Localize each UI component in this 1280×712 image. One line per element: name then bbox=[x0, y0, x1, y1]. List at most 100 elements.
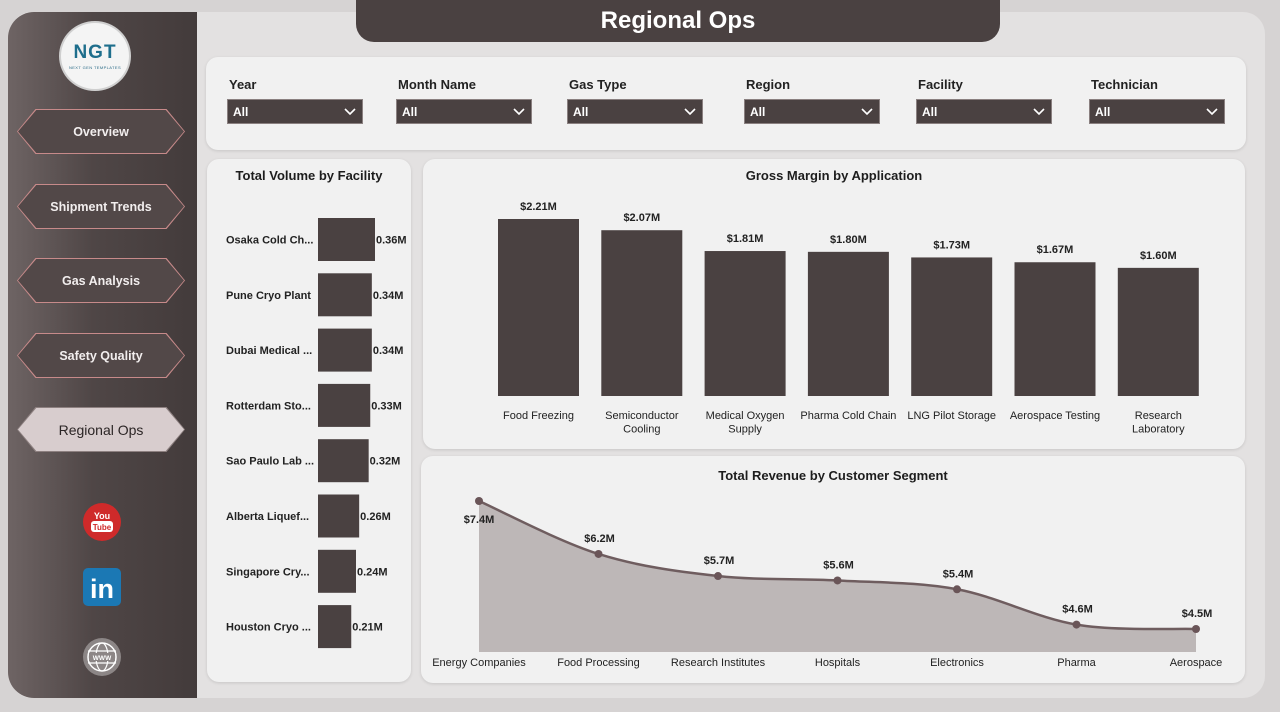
segment-label: Food Processing bbox=[557, 657, 640, 669]
year-dropdown[interactable]: All bbox=[227, 99, 363, 124]
facility-label: Rotterdam Sto... bbox=[226, 400, 311, 412]
facility-value-label: 0.33M bbox=[371, 400, 402, 412]
facility-bar[interactable] bbox=[318, 494, 360, 538]
facility-label: Pune Cryo Plant bbox=[226, 290, 311, 302]
region-dropdown[interactable]: All bbox=[744, 99, 880, 124]
volume-by-facility-card: Total Volume by Facility Osaka Cold Ch..… bbox=[207, 159, 411, 682]
chart-title: Total Volume by Facility bbox=[235, 168, 383, 183]
facility-bar[interactable] bbox=[318, 549, 356, 593]
application-value-label: $2.07M bbox=[623, 212, 660, 224]
segment-label: Energy Companies bbox=[432, 657, 526, 669]
nav-gas-analysis-button[interactable]: Gas Analysis bbox=[17, 258, 185, 303]
application-value-label: $1.67M bbox=[1037, 244, 1074, 256]
filter-label: Year bbox=[229, 77, 257, 92]
ngt-logo[interactable]: NGT NEXT GEN TEMPLATES bbox=[59, 21, 131, 91]
facility-bar[interactable] bbox=[318, 383, 371, 427]
volume-by-facility-chart: Osaka Cold Ch... 0.36M Pune Cryo Plant 0.34… bbox=[226, 218, 407, 649]
facility-bar[interactable] bbox=[318, 328, 372, 372]
segment-label: Electronics bbox=[930, 657, 984, 669]
application-value-label: $2.21M bbox=[520, 201, 557, 213]
revenue-value-label: $4.5M bbox=[1182, 608, 1213, 620]
revenue-point[interactable] bbox=[953, 585, 961, 594]
revenue-point[interactable] bbox=[833, 576, 842, 585]
application-bar[interactable] bbox=[498, 219, 579, 396]
nav-regional-ops-button[interactable]: Regional Ops bbox=[17, 407, 185, 452]
revenue-area bbox=[479, 501, 1196, 652]
facility-label: Dubai Medical ... bbox=[226, 345, 312, 357]
dropdown-value: All bbox=[402, 105, 418, 119]
revenue-point[interactable] bbox=[475, 497, 483, 505]
nav-label: Shipment Trends bbox=[50, 199, 152, 214]
application-value-label: $1.81M bbox=[727, 233, 764, 245]
facility-label: Alberta Liquef... bbox=[226, 511, 309, 523]
page-title: Regional Ops bbox=[356, 0, 1000, 42]
nav-shipment-trends-button[interactable]: Shipment Trends bbox=[17, 184, 185, 229]
application-category-label: Research Laboratory bbox=[1132, 410, 1185, 436]
application-value-label: $1.80M bbox=[830, 234, 867, 246]
segment-label: Pharma bbox=[1057, 657, 1096, 669]
youtube-icon-text: You bbox=[94, 511, 110, 521]
gross-margin-card: Gross Margin by Application $2.21M Food F… bbox=[423, 159, 1245, 449]
youtube-icon[interactable]: You Tube bbox=[82, 502, 122, 542]
application-bar[interactable] bbox=[601, 230, 683, 396]
revenue-value-label: $5.7M bbox=[704, 555, 735, 567]
nav-safety-quality-button[interactable]: Safety Quality bbox=[17, 333, 185, 378]
facility-dropdown[interactable]: All bbox=[916, 99, 1052, 124]
dropdown-value: All bbox=[1095, 105, 1111, 119]
segment-label: Aerospace bbox=[1170, 657, 1223, 669]
segment-label: Hospitals bbox=[815, 657, 861, 669]
facility-label: Sao Paulo Lab ... bbox=[226, 456, 314, 468]
facility-value-label: 0.34M bbox=[373, 345, 404, 357]
application-bar[interactable] bbox=[911, 257, 993, 396]
segment-label: Research Institutes bbox=[671, 657, 766, 669]
application-bar[interactable] bbox=[807, 251, 889, 396]
technician-dropdown[interactable]: All bbox=[1089, 99, 1225, 124]
filter-label: Month Name bbox=[398, 77, 476, 92]
revenue-point[interactable] bbox=[1192, 625, 1200, 633]
nav-label: Regional Ops bbox=[58, 421, 144, 438]
application-bar[interactable] bbox=[704, 251, 786, 396]
dropdown-value: All bbox=[922, 105, 938, 119]
facility-bar[interactable] bbox=[318, 605, 352, 649]
chevron-down-icon bbox=[1033, 108, 1045, 116]
chevron-down-icon bbox=[1206, 108, 1218, 116]
linkedin-icon-text: in bbox=[90, 574, 114, 604]
revenue-point[interactable] bbox=[1072, 620, 1081, 629]
application-category-label: LNG Pilot Storage bbox=[907, 410, 996, 422]
dropdown-value: All bbox=[233, 105, 249, 119]
gross-margin-chart: $2.21M Food Freezing $2.07M Semiconductor Co… bbox=[498, 201, 1199, 436]
filter-label: Technician bbox=[1091, 77, 1158, 92]
filter-label: Region bbox=[746, 77, 791, 92]
revenue-value-label: $7.4M bbox=[464, 514, 495, 526]
website-icon-text: WWW bbox=[93, 655, 112, 662]
facility-bar[interactable] bbox=[318, 439, 369, 483]
facility-bar[interactable] bbox=[318, 273, 372, 317]
nav-overview-button[interactable]: Overview bbox=[17, 109, 185, 154]
month-name-dropdown[interactable]: All bbox=[396, 99, 532, 124]
youtube-icon-text: Tube bbox=[93, 523, 112, 532]
revenue-value-label: $6.2M bbox=[584, 533, 615, 545]
revenue-point[interactable] bbox=[594, 549, 603, 558]
revenue-point[interactable] bbox=[714, 572, 722, 581]
nav-label: Gas Analysis bbox=[61, 273, 141, 288]
facility-value-label: 0.34M bbox=[373, 290, 404, 302]
dropdown-value: All bbox=[573, 105, 589, 119]
logo-mark: NGT bbox=[73, 41, 117, 63]
application-category-label: Pharma Cold Chain bbox=[800, 410, 896, 422]
nav-label: Safety Quality bbox=[59, 348, 143, 363]
revenue-value-label: $5.4M bbox=[943, 568, 974, 580]
application-bar[interactable] bbox=[1014, 262, 1096, 396]
application-bar[interactable] bbox=[1117, 267, 1199, 396]
chevron-down-icon bbox=[684, 108, 696, 116]
facility-label: Osaka Cold Ch... bbox=[226, 235, 313, 247]
website-icon[interactable]: WWW bbox=[82, 637, 122, 677]
facility-value-label: 0.24M bbox=[357, 566, 388, 578]
application-category-label: Aerospace Testing bbox=[1010, 410, 1100, 422]
application-value-label: $1.73M bbox=[933, 239, 970, 251]
facility-value-label: 0.32M bbox=[370, 456, 401, 468]
chevron-down-icon bbox=[861, 108, 873, 116]
linkedin-icon[interactable]: in bbox=[82, 567, 122, 607]
gas-type-dropdown[interactable]: All bbox=[567, 99, 703, 124]
facility-bar[interactable] bbox=[318, 218, 375, 261]
